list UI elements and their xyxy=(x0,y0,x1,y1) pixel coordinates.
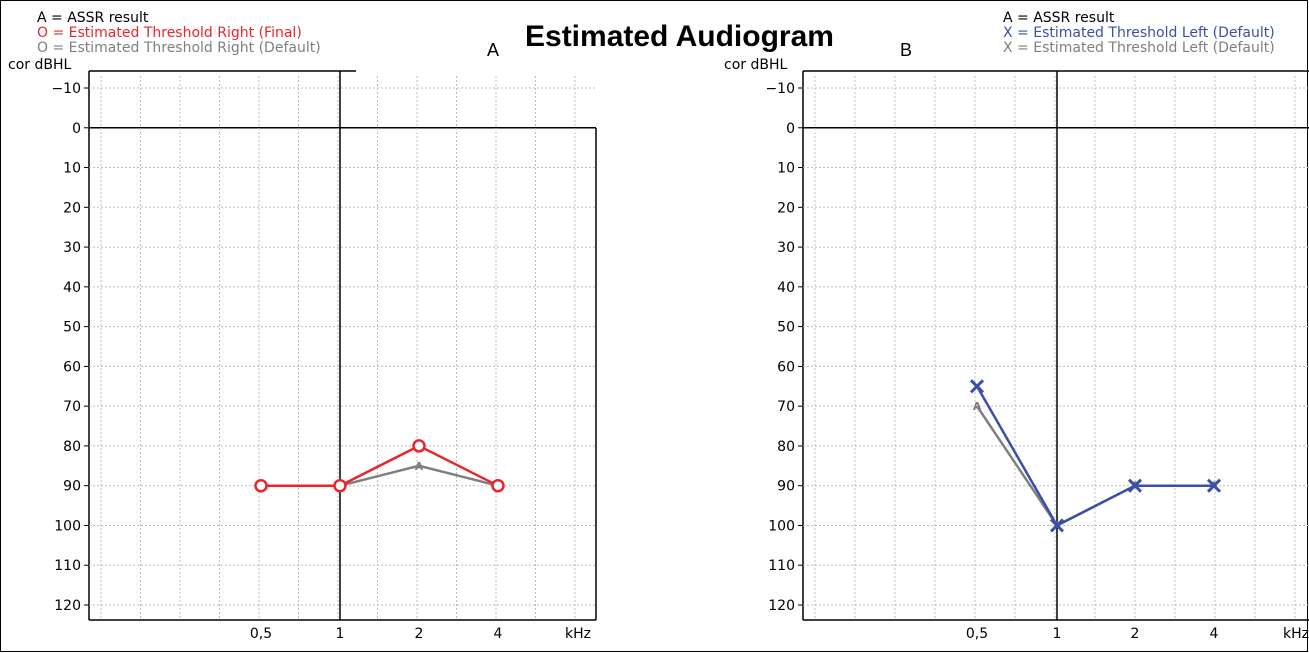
y-tick-label: 30 xyxy=(63,240,81,256)
y-tick-label: 0 xyxy=(72,121,81,137)
x-tick-label: 4 xyxy=(1210,626,1219,642)
x-tick-label: 0,5 xyxy=(966,626,988,642)
legend-entry: O = Estimated Threshold Right (Final) xyxy=(37,25,302,41)
legend-entry: O = Estimated Threshold Right (Default) xyxy=(37,40,321,56)
y-tick-label: 10 xyxy=(63,161,81,177)
y-tick-label: 80 xyxy=(63,439,81,455)
x-tick-label: 1 xyxy=(1053,626,1062,642)
y-axis-label: cor dBHL xyxy=(8,57,72,73)
y-tick-label: 120 xyxy=(768,598,795,614)
y-tick-label: 10 xyxy=(777,161,795,177)
data-point-cross xyxy=(969,379,985,394)
y-tick-label: 30 xyxy=(777,240,795,256)
panel-label-b: B xyxy=(900,40,913,60)
y-tick-label: −10 xyxy=(765,81,795,97)
page-title: Estimated Audiogram xyxy=(525,20,834,53)
y-tick-label: 40 xyxy=(63,280,81,296)
series-line xyxy=(261,444,499,487)
y-tick-label: 70 xyxy=(63,399,81,415)
data-point-assr: A xyxy=(415,460,424,473)
y-tick-label: 50 xyxy=(63,320,81,336)
y-tick-label: 100 xyxy=(768,518,795,534)
data-point-cross xyxy=(1206,478,1222,493)
x-tick-label: 1 xyxy=(336,626,345,642)
x-tick-label: kHz xyxy=(565,626,591,642)
data-point-circle xyxy=(333,478,347,493)
data-point-circle xyxy=(491,478,505,493)
y-tick-label: 0 xyxy=(786,121,795,137)
x-tick-label: 2 xyxy=(415,626,424,642)
y-tick-label: 50 xyxy=(777,320,795,336)
x-tick-label: kHz xyxy=(1283,626,1309,642)
data-point-cross xyxy=(1049,518,1065,533)
x-tick-label: 2 xyxy=(1131,626,1140,642)
y-tick-label: 100 xyxy=(54,518,81,534)
legend-entry: X = Estimated Threshold Left (Default) xyxy=(1003,40,1275,56)
y-axis-label: cor dBHL xyxy=(724,57,788,73)
legend-entry: A = ASSR result xyxy=(37,10,149,26)
data-point-circle xyxy=(412,439,426,453)
y-tick-label: 80 xyxy=(777,439,795,455)
y-tick-label: 60 xyxy=(777,359,795,375)
series-line xyxy=(975,385,1214,528)
y-tick-label: 110 xyxy=(768,558,795,574)
x-tick-label: 4 xyxy=(494,626,503,642)
data-point-assr: A xyxy=(973,400,982,413)
legend-entry: A = ASSR result xyxy=(1003,10,1115,26)
data-point-cross xyxy=(1127,478,1143,493)
panel-label-a: A xyxy=(487,40,500,60)
y-tick-label: 90 xyxy=(63,479,81,495)
x-tick-label: 0,5 xyxy=(250,626,272,642)
y-tick-label: 20 xyxy=(777,200,795,216)
y-tick-label: 60 xyxy=(63,359,81,375)
y-tick-label: 120 xyxy=(54,598,81,614)
y-tick-label: −10 xyxy=(51,81,81,97)
legend-entry: X = Estimated Threshold Left (Default) xyxy=(1003,25,1275,41)
y-tick-label: 110 xyxy=(54,558,81,574)
y-tick-label: 40 xyxy=(777,280,795,296)
y-tick-label: 90 xyxy=(777,479,795,495)
y-tick-label: 20 xyxy=(63,200,81,216)
y-tick-label: 70 xyxy=(777,399,795,415)
data-point-circle xyxy=(254,478,268,493)
